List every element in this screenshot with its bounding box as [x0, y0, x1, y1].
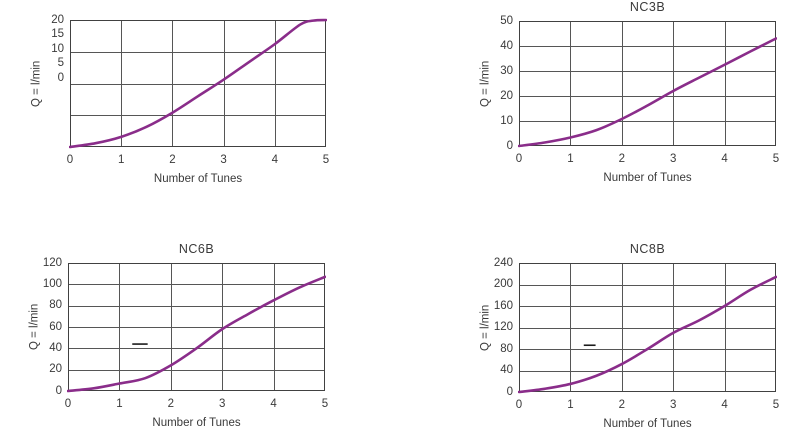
x-tick-label: 2 [167, 398, 174, 410]
x-tick-label: 3 [220, 154, 227, 166]
x-axis-title: Number of Tunes [152, 417, 241, 429]
y-tick-label: 10 [51, 42, 64, 55]
x-axis-title: Number of Tunes [603, 418, 692, 430]
y-tick-label: 40 [500, 39, 513, 52]
x-tick-label: 5 [772, 153, 780, 165]
y-tick-label: 0 [57, 71, 64, 84]
y-tick-label: 240 [493, 256, 513, 269]
x-tick-label: 5 [321, 398, 329, 410]
y-tick-label: 80 [49, 299, 62, 312]
y-tick-label: 200 [493, 278, 513, 290]
y-tick-label: 30 [500, 64, 513, 77]
x-tick-label: 1 [116, 398, 123, 410]
chart-nc3b: NC3B Q = l/min Number of Tunes 50 40 30 20 1… [480, 0, 780, 184]
y-tick-label: 20 [49, 363, 62, 376]
x-tick-label: 5 [772, 399, 780, 411]
x-tick-label: 2 [618, 399, 625, 411]
x-tick-label: 0 [64, 398, 72, 410]
flow-curve [518, 275, 777, 394]
y-tick-label: 40 [500, 364, 513, 376]
x-axis-title: Number of Tunes [153, 173, 243, 185]
plot-frame [519, 263, 776, 392]
plot-frame [519, 21, 776, 146]
plot-area [518, 263, 777, 394]
x-tick-label: 2 [169, 154, 176, 166]
y-tick-label: 20 [500, 89, 513, 102]
y-tick-label: 40 [49, 341, 62, 354]
y-tick-label: 10 [500, 114, 513, 127]
y-tick-label: 0 [506, 139, 513, 152]
chart-nc6b: NC6B Q = l/min Number of Tunes 120 100 80 6… [29, 242, 329, 429]
chart-title: NC6B [178, 242, 215, 256]
y-tick-label: 50 [500, 14, 513, 27]
x-axis-title: Number of Tunes [603, 172, 692, 184]
x-tick-label: 1 [117, 154, 125, 166]
x-tick-label: 2 [618, 153, 625, 165]
plot-frame [68, 263, 325, 391]
y-tick-label: 0 [506, 385, 513, 398]
y-tick-label: 160 [493, 299, 513, 312]
y-tick-label: 120 [493, 321, 513, 333]
y-tick-label: 80 [500, 342, 513, 355]
flow-curve [518, 37, 777, 148]
x-tick-label: 5 [322, 154, 330, 166]
x-tick-label: 0 [515, 153, 523, 165]
flow-curve [67, 275, 326, 393]
chart-nc8b: NC8B Q = l/min Number of Tunes 240 200 160… [480, 242, 780, 430]
x-tick-label: 4 [721, 399, 728, 411]
plot-area [69, 18, 327, 149]
y-tick-label: 120 [42, 256, 62, 269]
y-tick-label: 0 [55, 384, 62, 397]
x-tick-label: 3 [669, 399, 677, 411]
plot-area [518, 21, 777, 148]
x-tick-label: 3 [218, 398, 226, 410]
y-tick-label: 60 [49, 320, 62, 333]
chart-title: NC3B [629, 0, 666, 14]
y-tick-label: 100 [42, 277, 62, 290]
plot-area [67, 263, 326, 393]
y-tick-label: 5 [57, 57, 64, 70]
chart-title: NC8B [629, 242, 666, 256]
flow-curve [69, 18, 327, 149]
chart-title [30, 0, 366, 15]
x-tick-label: 1 [567, 153, 574, 165]
x-tick-label: 4 [721, 153, 728, 165]
x-tick-label: 4 [270, 398, 277, 410]
chart-untitled: Q = l/min Number of Tunes 20 15 10 5 0 0 1 2 3 4 5 [31, 14, 330, 185]
x-tick-label: 3 [669, 153, 677, 165]
plot-frame [70, 20, 326, 147]
y-tick-label: 15 [51, 28, 64, 41]
y-tick-label: 20 [51, 14, 64, 26]
x-tick-label: 0 [515, 399, 523, 411]
x-tick-label: 1 [567, 399, 574, 411]
x-tick-label: 4 [271, 154, 278, 166]
x-tick-label: 0 [66, 154, 74, 166]
